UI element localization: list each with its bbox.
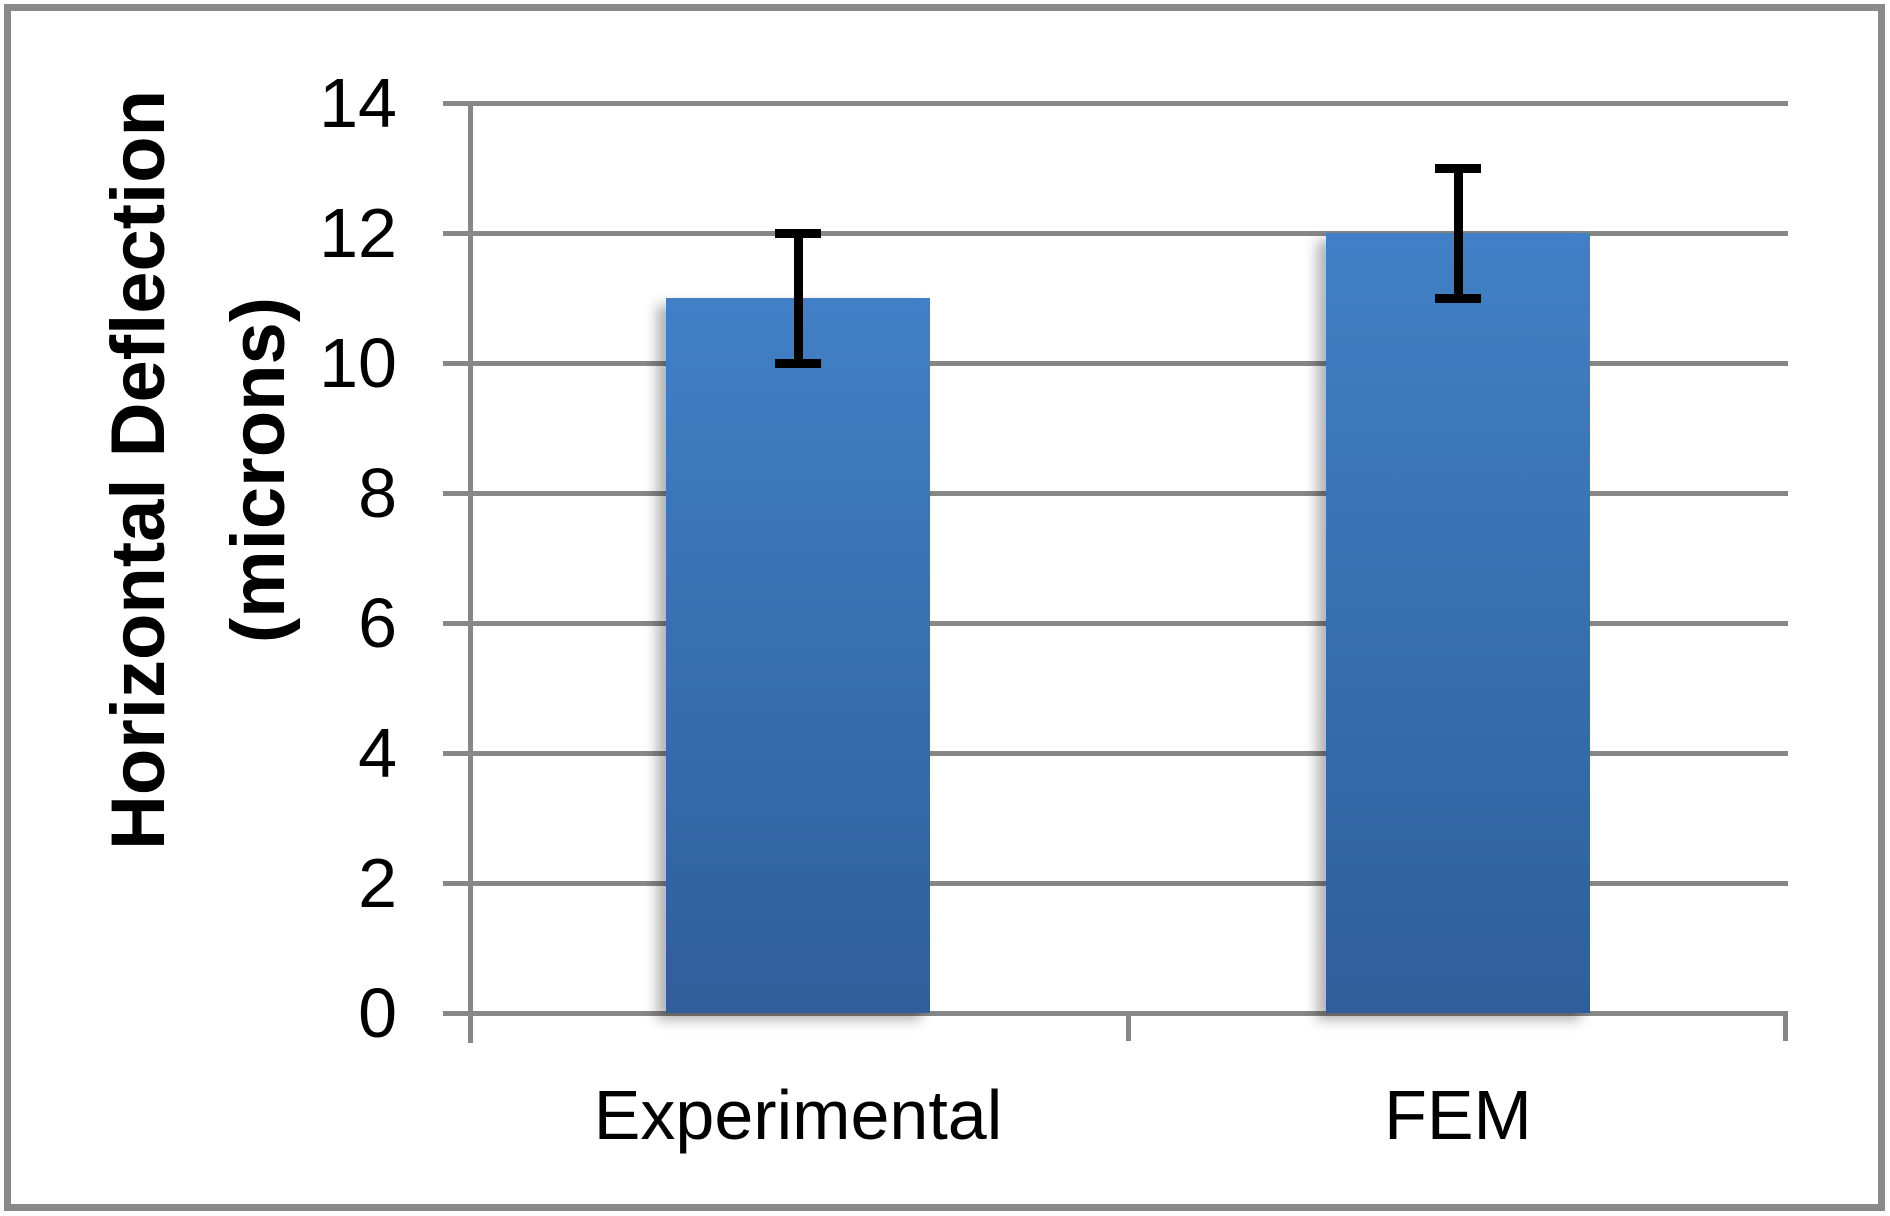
y-axis-line xyxy=(468,103,473,1043)
gridline-14 xyxy=(468,100,1788,106)
error-bar-line-experimental xyxy=(793,233,803,363)
y-axis-tick-label-8: 8 xyxy=(358,454,397,532)
error-bar-line-fem xyxy=(1453,168,1463,298)
y-axis-tick-mark-4 xyxy=(443,750,468,756)
y-axis-tick-label-14: 14 xyxy=(319,64,397,142)
y-axis-tick-label-12: 12 xyxy=(319,194,397,272)
y-axis-tick-mark-14 xyxy=(443,100,468,106)
gridline-2 xyxy=(468,880,1788,886)
bar-fem xyxy=(1326,233,1590,1013)
bar-experimental xyxy=(666,298,930,1013)
gridline-10 xyxy=(468,360,1788,366)
gridline-4 xyxy=(468,750,1788,756)
y-axis-tick-mark-10 xyxy=(443,360,468,366)
category-label-experimental: Experimental xyxy=(593,1076,1003,1154)
gridline-12 xyxy=(468,230,1788,236)
y-axis-tick-mark-8 xyxy=(443,490,468,496)
category-label-fem: FEM xyxy=(1384,1076,1532,1154)
error-bar-cap-bottom-fem xyxy=(1435,293,1481,303)
gridline-8 xyxy=(468,490,1788,496)
error-bar-cap-top-experimental xyxy=(775,228,821,238)
gridline-6 xyxy=(468,620,1788,626)
plot-area xyxy=(443,100,1788,1043)
error-bar-cap-bottom-experimental xyxy=(775,358,821,368)
y-axis-tick-label-6: 6 xyxy=(358,584,397,662)
error-bar-cap-top-fem xyxy=(1435,163,1481,173)
y-axis-tick-label-10: 10 xyxy=(319,324,397,402)
y-axis-tick-mark-2 xyxy=(443,880,468,886)
y-axis-tick-mark-0 xyxy=(443,1010,468,1016)
y-axis-tick-mark-6 xyxy=(443,620,468,626)
category-boundary-tick-right xyxy=(1783,1013,1788,1041)
category-boundary-tick-middle xyxy=(1125,1013,1131,1041)
y-axis-tick-label-4: 4 xyxy=(358,714,397,792)
y-axis-tick-label-2: 2 xyxy=(358,844,397,922)
y-axis-tick-label-0: 0 xyxy=(358,974,397,1052)
y-axis-tick-mark-12 xyxy=(443,230,468,236)
